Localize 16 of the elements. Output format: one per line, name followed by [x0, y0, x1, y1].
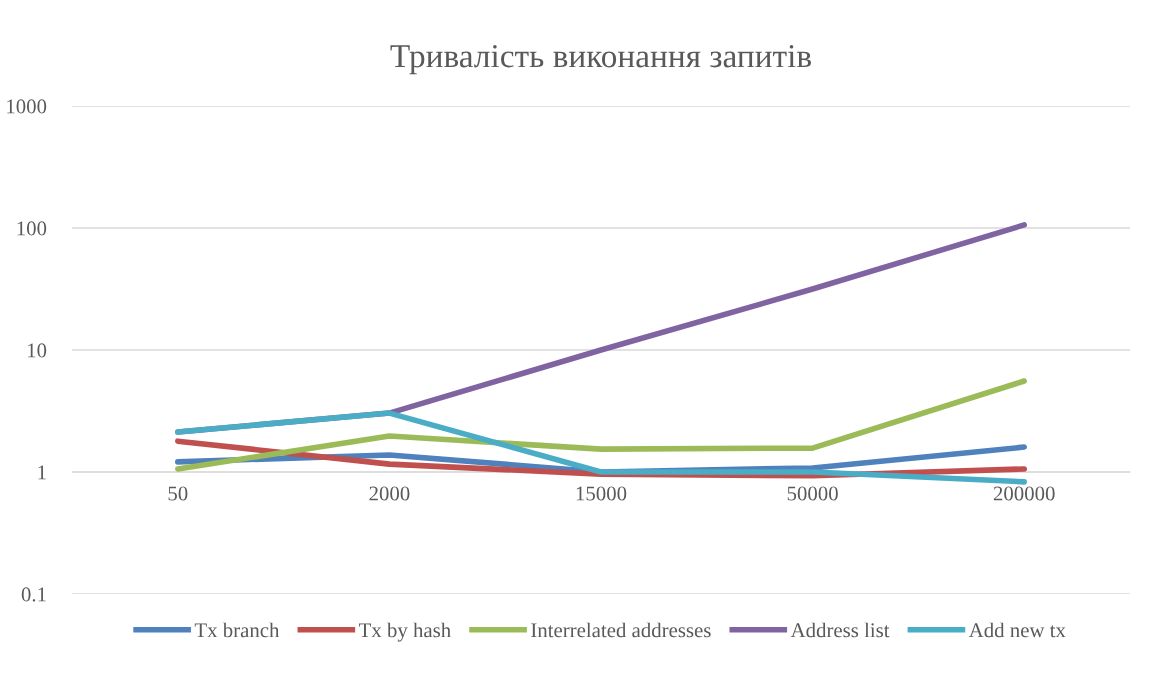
x-tick-label: 15000: [576, 486, 627, 501]
legend-label: Address list: [790, 622, 890, 638]
legend-label: Tx branch: [194, 622, 280, 638]
x-tick-label: 2000: [369, 486, 410, 501]
y-tick-label: 100: [17, 221, 47, 236]
y-tick-label: 1: [38, 465, 46, 480]
y-tick-label: 1000: [7, 99, 47, 114]
legend-label: Add new tx: [968, 622, 1066, 638]
x-tick-label: 50: [168, 486, 188, 501]
x-tick-label: 200000: [993, 486, 1055, 501]
y-tick-label: 0.1: [21, 587, 46, 602]
legend-label: Interrelated addresses: [531, 622, 711, 638]
x-tick-label: 50000: [787, 486, 838, 501]
y-tick-label: 10: [28, 343, 47, 358]
chart-title: Тривалість виконання запитів: [390, 45, 811, 75]
legend-label: Tx by hash: [358, 622, 451, 642]
